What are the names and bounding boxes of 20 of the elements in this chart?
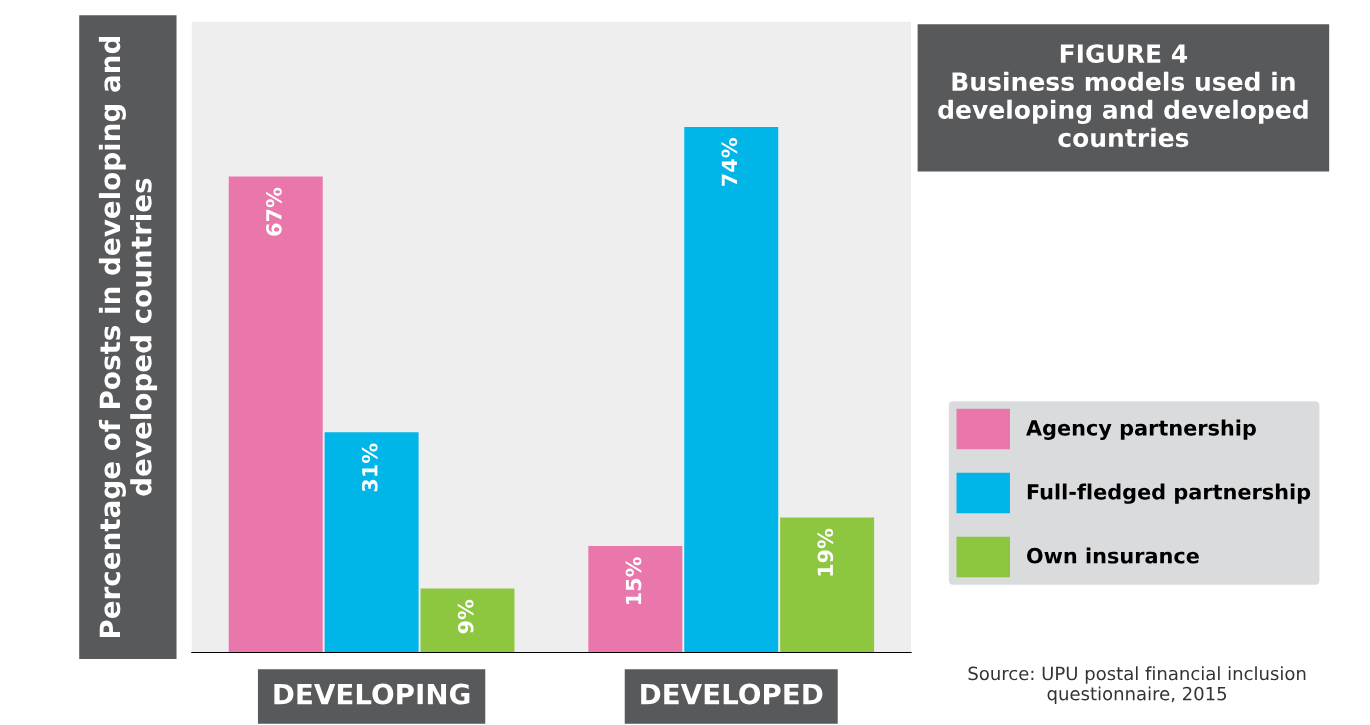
x-tick-label: DEVELOPED [641,683,823,705]
source-note: Source: UPU postal financial inclusion questionnaire, 2015 [968,666,1306,704]
data-label: 31% [361,443,378,492]
text: FIGURE 4 Business models used in developing and developed countries [938,44,1308,148]
data-label: 19% [817,528,834,576]
bar [780,517,875,653]
bar [228,176,323,653]
bar [324,432,419,653]
data-label: 15% [625,557,642,604]
y-axis-title: Percentage of Posts in developing and developed countries [98,36,158,638]
legend-label: Full-fledged partnership [1027,483,1311,504]
legend-label: Agency partnership [1026,419,1256,440]
data-label: 74% [721,138,738,186]
bar [420,588,515,653]
legend-label: Own insurance [1026,547,1199,564]
data-label: 9% [457,599,474,634]
bar [588,545,683,653]
bar [684,126,779,653]
x-tick-label: DEVELOPING [274,683,470,705]
data-label: 67% [266,187,282,236]
